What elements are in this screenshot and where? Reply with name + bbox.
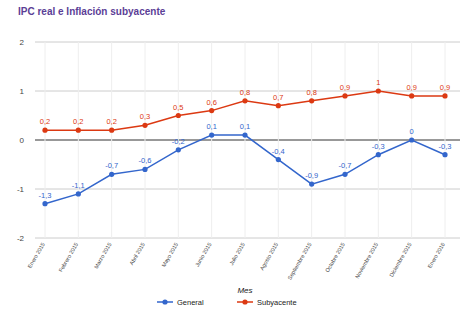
point [276, 157, 281, 162]
data-label: 0,9 [406, 83, 416, 92]
x-tick-label: Diciembre 2015 [388, 242, 412, 278]
x-tick-label: Julio 2015 [228, 242, 246, 267]
point [142, 123, 147, 128]
data-label: 0,5 [173, 103, 183, 112]
point [342, 172, 347, 177]
point [209, 108, 214, 113]
x-grid-line [378, 42, 379, 238]
point [309, 182, 314, 187]
x-grid-line [78, 42, 79, 238]
point [42, 128, 47, 133]
data-label: -0,7 [339, 161, 352, 170]
x-tick-label: Enero 2016 [426, 242, 445, 270]
point [442, 152, 447, 157]
point [242, 98, 247, 103]
x-tick-label: Mayo 2015 [160, 242, 179, 269]
x-grid-line [145, 42, 146, 238]
point [176, 113, 181, 118]
data-label: 0,8 [240, 88, 250, 97]
data-label: 0,1 [206, 122, 216, 131]
x-grid-line [245, 42, 246, 238]
legend-label: General [177, 298, 204, 307]
data-label: 0,2 [106, 117, 116, 126]
legend-marker [162, 299, 167, 304]
point [409, 93, 414, 98]
data-label: 0 [410, 127, 414, 136]
x-tick-label: Noviembre 2015 [354, 242, 379, 280]
grid-line [35, 42, 460, 43]
point [176, 147, 181, 152]
point [276, 103, 281, 108]
data-label: 0,8 [306, 88, 316, 97]
point [376, 152, 381, 157]
y-tick-label: -1 [17, 185, 25, 194]
x-tick-label: Septiembre 2015 [286, 242, 312, 281]
data-label: 0,3 [140, 112, 150, 121]
y-tick-label: -2 [17, 234, 25, 243]
point [42, 201, 47, 206]
point [309, 98, 314, 103]
y-tick-label: 2 [20, 38, 25, 47]
data-label: 0,1 [240, 122, 250, 131]
x-grid-line [278, 42, 279, 238]
point [109, 172, 114, 177]
x-tick-label: Marzo 2015 [93, 242, 113, 270]
x-tick-label: Junio 2015 [194, 242, 213, 268]
x-grid-line [445, 42, 446, 238]
legend: General Subyacente [157, 298, 297, 307]
x-tick-label: Octubre 2015 [324, 242, 346, 274]
point [342, 93, 347, 98]
grid-line [35, 238, 460, 239]
point [242, 133, 247, 138]
data-label: 0,7 [273, 93, 283, 102]
x-axis-label: Mes [237, 286, 252, 295]
data-label: 0,6 [206, 98, 216, 107]
data-label: 0,2 [40, 117, 50, 126]
x-tick-label: Enero 2015 [26, 242, 45, 270]
point [76, 191, 81, 196]
series-line [45, 135, 445, 204]
point [142, 167, 147, 172]
chart: IPC real e Inflación subyacente -2 -1 0 1 2 En… [0, 0, 474, 311]
x-tick-label: Febrero 2015 [57, 242, 79, 274]
data-label: -1,3 [39, 191, 52, 200]
point [76, 128, 81, 133]
data-labels: -1,3 -1,1 -0,7 -0,6 -0,2 0,1 0,1 -0,4 -0,9 -0,7 -0… [39, 78, 452, 200]
grid-line [35, 189, 460, 190]
x-tick-label: Agosto 2015 [259, 242, 280, 272]
point [376, 88, 381, 93]
data-label: -0,7 [105, 161, 118, 170]
data-label: -0,9 [305, 171, 318, 180]
title: IPC real e Inflación subyacente [18, 6, 166, 17]
point [209, 133, 214, 138]
x-grid-line [111, 42, 112, 238]
data-label: -0,2 [172, 137, 185, 146]
data-label: -1,1 [72, 181, 85, 190]
series-line [45, 91, 445, 130]
plot-area [42, 88, 447, 206]
grid-line [35, 140, 460, 141]
x-grid-line [45, 42, 46, 238]
y-tick-label: 0 [20, 136, 25, 145]
x-grid-line [311, 42, 312, 238]
y-tick-label: 1 [20, 87, 25, 96]
point [442, 93, 447, 98]
data-label: 0,9 [440, 83, 450, 92]
data-label: -0,3 [439, 142, 452, 151]
data-label: -0,6 [139, 156, 152, 165]
data-label: 0,2 [73, 117, 83, 126]
x-grid-line [345, 42, 346, 238]
point [109, 128, 114, 133]
point [409, 137, 414, 142]
legend-label: Subyacente [257, 298, 297, 307]
legend-marker [242, 299, 247, 304]
data-label: -0,4 [272, 147, 285, 156]
x-tick-label: Abril 2015 [128, 242, 146, 266]
x-grid-line [211, 42, 212, 238]
data-label: -0,3 [372, 142, 385, 151]
data-label: 1 [376, 78, 380, 87]
data-label: 0,9 [340, 83, 350, 92]
